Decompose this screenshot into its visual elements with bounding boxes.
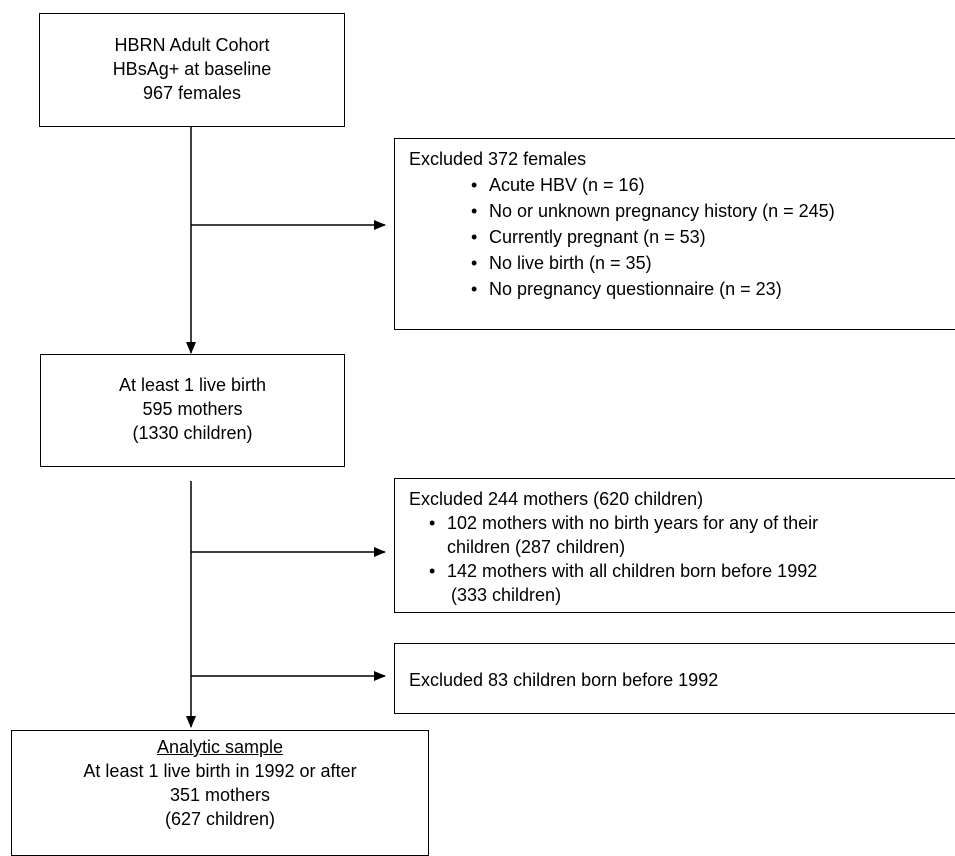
analytic-line-2: 351 mothers bbox=[169, 785, 271, 805]
exclusion-box-3: Excluded 83 children born before 1992 bbox=[394, 643, 955, 714]
analytic-sample-title: Analytic sample bbox=[156, 737, 284, 757]
analytic-line-3: (627 children) bbox=[164, 809, 276, 829]
exclusion-3-text: Excluded 83 children born before 1992 bbox=[409, 670, 719, 690]
cohort-line-1: HBRN Adult Cohort bbox=[114, 35, 270, 55]
bullet-icon: • bbox=[471, 253, 478, 273]
list-item: • No pregnancy questionnaire (n = 23) bbox=[471, 276, 955, 302]
cohort-line-3: 967 females bbox=[142, 83, 242, 103]
list-item: • No or unknown pregnancy history (n = 24… bbox=[471, 198, 955, 224]
bullet-icon: • bbox=[471, 227, 478, 247]
exclusion-box-2: Excluded 244 mothers (620 children) • 10… bbox=[394, 478, 955, 613]
bullet-icon: • bbox=[429, 513, 436, 533]
list-item: • 102 mothers with no birth years for an… bbox=[429, 513, 819, 557]
live-birth-line-3: (1330 children) bbox=[132, 423, 253, 443]
analytic-line-1: At least 1 live birth in 1992 or after bbox=[83, 761, 357, 781]
exclusion-1-heading: Excluded 372 females bbox=[409, 149, 587, 169]
list-item: • 142 mothers with all children born bef… bbox=[429, 561, 818, 605]
live-birth-line-2: 595 mothers bbox=[142, 399, 243, 419]
live-birth-line-1: At least 1 live birth bbox=[118, 375, 267, 395]
bullet-icon: • bbox=[429, 561, 436, 581]
list-item: • Currently pregnant (n = 53) bbox=[471, 224, 955, 250]
exclusion-2-heading: Excluded 244 mothers (620 children) bbox=[409, 489, 704, 509]
live-birth-box: At least 1 live birth 595 mothers (1330 … bbox=[40, 354, 345, 467]
cohort-box: HBRN Adult Cohort HBsAg+ at baseline 967… bbox=[39, 13, 345, 127]
cohort-line-2: HBsAg+ at baseline bbox=[112, 59, 272, 79]
exclusion-2-list: • 102 mothers with no birth years for an… bbox=[429, 511, 955, 607]
exclusion-box-1: Excluded 372 females • Acute HBV (n = 16)… bbox=[394, 138, 955, 330]
list-item: • No live birth (n = 35) bbox=[471, 250, 955, 276]
analytic-sample-box: Analytic sample At least 1 live birth in… bbox=[11, 730, 429, 856]
bullet-icon: • bbox=[471, 279, 478, 299]
exclusion-1-list: • Acute HBV (n = 16) • No or unknown pregn… bbox=[471, 172, 955, 302]
list-item: • Acute HBV (n = 16) bbox=[471, 172, 955, 198]
bullet-icon: • bbox=[471, 201, 478, 221]
bullet-icon: • bbox=[471, 175, 478, 195]
